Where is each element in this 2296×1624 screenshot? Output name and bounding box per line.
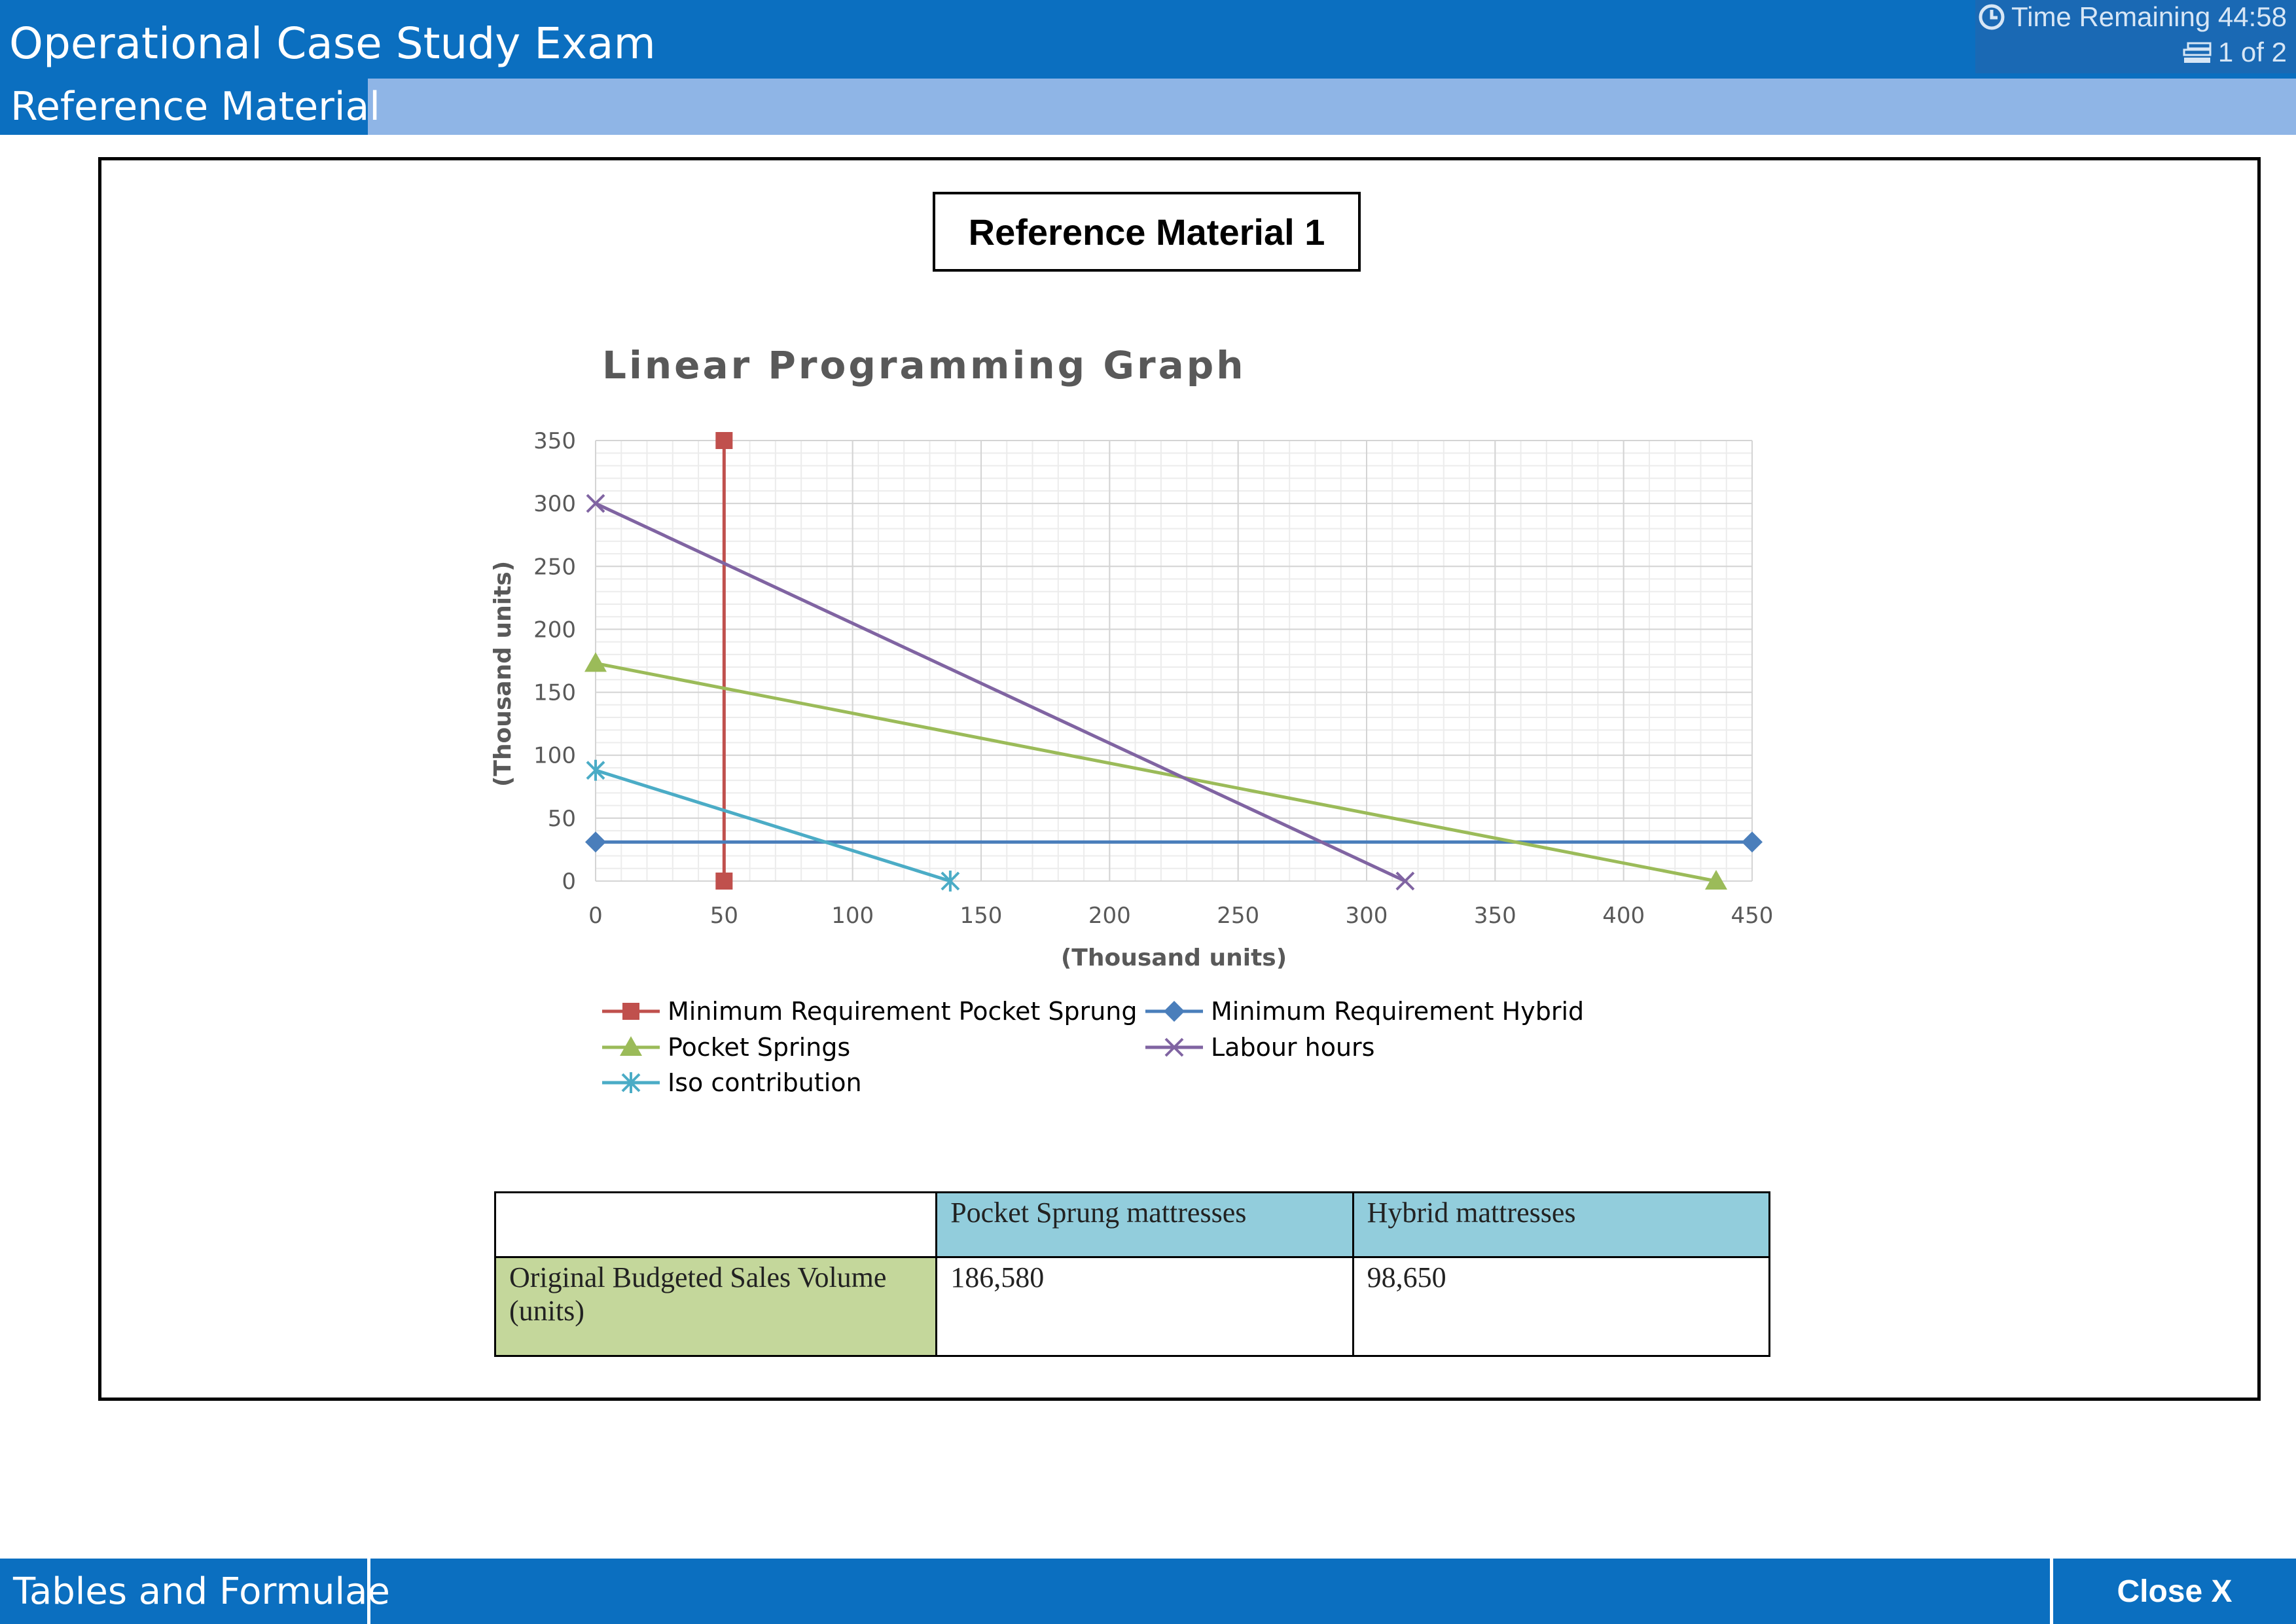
y-axis-label: (Thousand units)	[490, 561, 516, 787]
sub-nav-bar: Reference Material	[0, 79, 2296, 135]
data-point-minimum-requirement-hybrid	[1742, 831, 1763, 853]
x-tick-label: 50	[710, 903, 738, 929]
pages-icon	[2183, 42, 2212, 63]
reference-title: Reference Material 1	[933, 192, 1361, 272]
app-title: Operational Case Study Exam	[9, 18, 656, 69]
data-point-minimum-requirement-hybrid	[585, 831, 606, 853]
x-tick-label: 450	[1731, 903, 1774, 929]
table-row: Original Budgeted Sales Volume (units) 1…	[493, 1256, 1771, 1357]
series-line-iso-contribution	[595, 768, 951, 883]
legend-label-labour-hours: Labour hours	[1211, 1033, 1374, 1062]
data-point-pocket-springs	[1705, 870, 1728, 890]
header-pocket-sprung: Pocket Sprung mattresses	[935, 1191, 1354, 1258]
page-counter: 1 of 2	[2181, 37, 2287, 68]
table-header-row: Pocket Sprung mattresses Hybrid mattress…	[493, 1191, 1771, 1258]
data-point-pocket-springs	[584, 652, 607, 672]
chart-title: Linear Programming Graph	[602, 343, 1246, 388]
legend-label-minimum-requirement-hybrid: Minimum Requirement Hybrid	[1211, 997, 1584, 1026]
y-tick-label: 350	[533, 428, 576, 454]
data-point-labour-hours	[586, 494, 605, 513]
y-tick-label: 150	[533, 680, 576, 706]
linear-programming-chart: Linear Programming Graph 0 50 100 150 200 250 3…	[490, 343, 1774, 1097]
time-remaining: Time Remaining 44:58	[2011, 1, 2287, 32]
clock-icon	[1979, 4, 2005, 30]
value-hybrid: 98,650	[1352, 1256, 1771, 1357]
tables-formulae-label: Tables and Formulae	[13, 1570, 390, 1613]
y-tick-label: 100	[533, 743, 576, 769]
series-line-labour-hours	[594, 501, 1406, 883]
y-tick-label: 50	[548, 806, 576, 832]
page-indicator: 1 of 2	[2217, 37, 2287, 67]
value-pocket-sprung: 186,580	[935, 1256, 1354, 1357]
table-corner-cell	[493, 1191, 938, 1258]
x-tick-label: 300	[1346, 903, 1388, 929]
x-tick-label: 250	[1217, 903, 1259, 929]
header-hybrid: Hybrid mattresses	[1352, 1191, 1771, 1258]
legend-label-iso-contribution: Iso contribution	[668, 1068, 862, 1097]
timer: Time Remaining 44:58	[1977, 1, 2287, 33]
data-point-iso-contribution	[586, 759, 605, 781]
top-bar: Operational Case Study Exam Time Remaini…	[0, 0, 2296, 79]
y-tick-label: 200	[533, 617, 576, 643]
tables-formulae-button[interactable]: ? Tables and Formulae	[0, 1559, 390, 1624]
legend-marker-minimum-requirement-pocket-sprung	[622, 1003, 639, 1020]
x-tick-label: 100	[831, 903, 874, 929]
y-tick-label: 300	[533, 491, 576, 517]
sales-volume-table: Pocket Sprung mattresses Hybrid mattress…	[493, 1191, 1771, 1357]
series-line-pocket-springs	[595, 661, 1717, 883]
data-point-labour-hours	[1395, 871, 1415, 891]
legend-marker-labour-hours	[1164, 1038, 1184, 1057]
x-tick-label: 400	[1602, 903, 1645, 929]
status-box: Time Remaining 44:58 1 of 2	[1975, 0, 2296, 73]
legend-marker-iso-contribution	[621, 1072, 641, 1093]
x-tick-label: 150	[960, 903, 1003, 929]
data-point-iso-contribution	[941, 871, 960, 892]
x-axis-label: (Thousand units)	[1061, 945, 1287, 971]
legend-marker-minimum-requirement-hybrid	[1164, 1001, 1185, 1022]
legend-label-minimum-requirement-pocket-sprung: Minimum Requirement Pocket Sprung	[668, 997, 1138, 1026]
x-tick-label: 0	[588, 903, 603, 929]
x-tick-label: 350	[1474, 903, 1516, 929]
data-point-minimum-requirement-pocket-sprung	[715, 873, 733, 890]
tab-reference-material[interactable]: Reference Material	[0, 79, 380, 135]
x-tick-label: 200	[1088, 903, 1131, 929]
legend-marker-pocket-springs	[620, 1036, 642, 1056]
data-point-minimum-requirement-pocket-sprung	[715, 432, 733, 449]
close-button[interactable]: Close X	[2050, 1559, 2296, 1624]
row-label-budgeted-volume: Original Budgeted Sales Volume (units)	[493, 1256, 938, 1357]
legend-label-pocket-springs: Pocket Springs	[668, 1033, 850, 1062]
bottom-bar: ? Tables and Formulae Close X	[0, 1559, 2296, 1624]
y-tick-label: 250	[533, 554, 576, 580]
y-tick-label: 0	[562, 869, 576, 895]
